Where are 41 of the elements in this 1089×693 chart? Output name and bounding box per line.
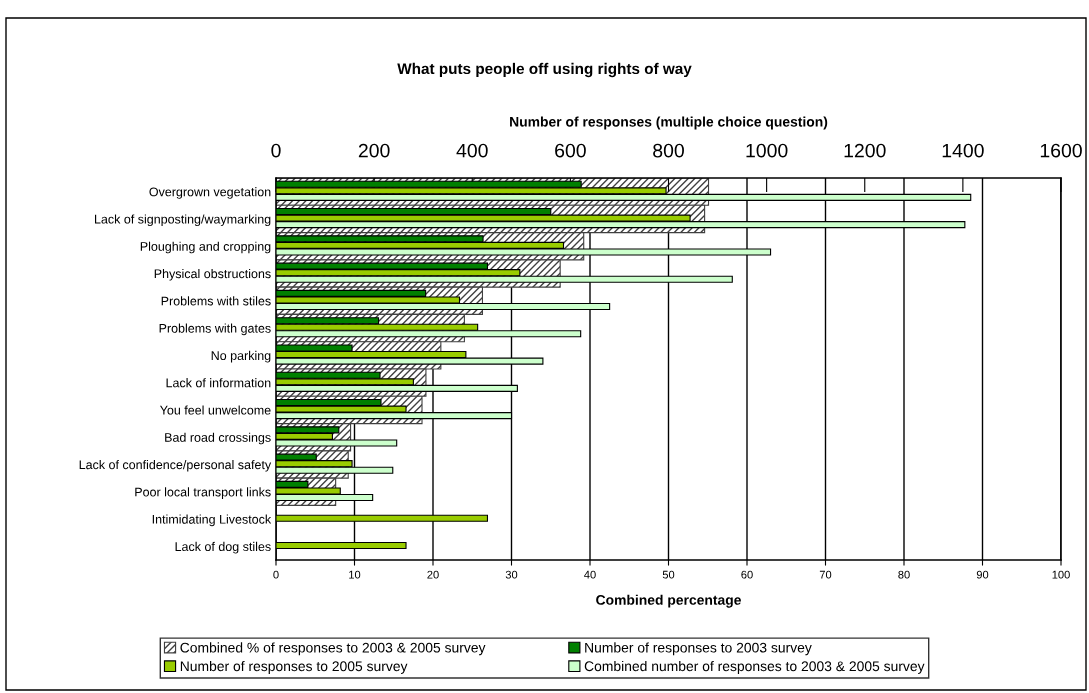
legend-label: Number of responses to 2005 survey xyxy=(180,660,408,674)
x2-tick-label: 800 xyxy=(653,143,684,158)
x-tick-label: 0 xyxy=(273,570,279,579)
x-tick-label: 60 xyxy=(741,570,753,579)
x-tick-label: 30 xyxy=(505,570,518,579)
y-tick-label: Lack of dog stiles xyxy=(175,541,271,554)
x-tick-label: 70 xyxy=(819,570,832,579)
x-tick-label: 100 xyxy=(1052,570,1070,579)
y-tick-label: You feel unwelcome xyxy=(159,405,271,415)
y-tick-label: No parking xyxy=(211,350,271,363)
x-tick-label: 80 xyxy=(898,570,910,579)
y-tick-label: Problems with gates xyxy=(159,323,271,336)
x2-tick-label: 600 xyxy=(555,143,586,158)
x2-tick-label: 200 xyxy=(358,143,390,158)
x-axis-title: Combined percentage xyxy=(596,594,741,608)
x-tick-label: 20 xyxy=(427,570,439,579)
x2-tick-label: 1600 xyxy=(1040,143,1082,158)
legend-label: Combined % of responses to 2003 & 2005 survey xyxy=(180,642,486,656)
y-tick-label: Lack of information xyxy=(166,378,271,388)
x-tick-label: 40 xyxy=(584,570,596,579)
y-tick-label: Physical obstructions xyxy=(154,268,271,281)
legend-label: Number of responses to 2003 survey xyxy=(585,642,812,656)
y-tick-label: Lack of signposting/waymarking xyxy=(95,214,271,227)
y-tick-label: Ploughing and cropping xyxy=(140,241,271,254)
legend-label: Combined number of responses to 2003 & 2005 survey xyxy=(584,660,925,674)
y-tick-label: Overgrown vegetation xyxy=(149,187,271,199)
x2-tick-label: 1400 xyxy=(942,143,984,158)
x2-tick-label: 1200 xyxy=(844,143,886,158)
x2-tick-label: 1000 xyxy=(746,143,788,158)
y-tick-label: Lack of confidence/personal safety xyxy=(79,459,272,472)
x2-axis-title: Number of responses (multiple choice question) xyxy=(510,116,828,130)
chart-title: What puts people off using rights of way xyxy=(397,62,692,78)
y-tick-label: Problems with stiles xyxy=(161,296,271,306)
x-tick-label: 10 xyxy=(349,570,361,579)
x-tick-label: 90 xyxy=(976,570,989,579)
y-tick-label: Bad road crossings xyxy=(165,432,271,445)
x2-tick-label: 0 xyxy=(271,143,281,158)
y-tick-label: Intimidating Livestock xyxy=(152,514,272,527)
x-tick-label: 50 xyxy=(662,570,675,579)
y-tick-label: Poor local transport links xyxy=(135,487,271,499)
x2-tick-label: 400 xyxy=(456,143,488,158)
